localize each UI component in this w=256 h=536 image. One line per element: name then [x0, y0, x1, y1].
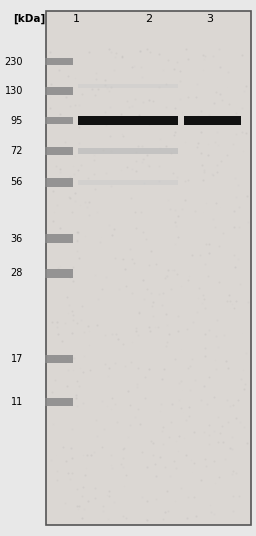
- Text: 1: 1: [73, 14, 80, 24]
- Text: 230: 230: [5, 57, 23, 66]
- Text: 17: 17: [11, 354, 23, 364]
- Text: 28: 28: [11, 269, 23, 278]
- Bar: [78, 180, 178, 185]
- Bar: [46, 11, 251, 525]
- Bar: [45, 178, 73, 187]
- Bar: [78, 84, 178, 88]
- Text: 72: 72: [10, 146, 23, 156]
- Bar: [45, 355, 73, 363]
- Bar: [45, 58, 73, 65]
- Bar: [184, 116, 241, 125]
- Bar: [78, 148, 178, 154]
- Text: 56: 56: [11, 177, 23, 187]
- Text: 2: 2: [145, 14, 152, 24]
- Bar: [78, 116, 178, 125]
- Bar: [45, 234, 73, 243]
- Bar: [45, 398, 73, 406]
- Text: 36: 36: [11, 234, 23, 243]
- Bar: [45, 147, 73, 155]
- Text: 95: 95: [11, 116, 23, 125]
- Text: 11: 11: [11, 397, 23, 407]
- Bar: [45, 87, 73, 95]
- Text: [kDa]: [kDa]: [13, 13, 45, 24]
- Bar: [45, 117, 73, 124]
- Text: 3: 3: [206, 14, 214, 24]
- Text: 130: 130: [5, 86, 23, 96]
- Bar: [45, 269, 73, 278]
